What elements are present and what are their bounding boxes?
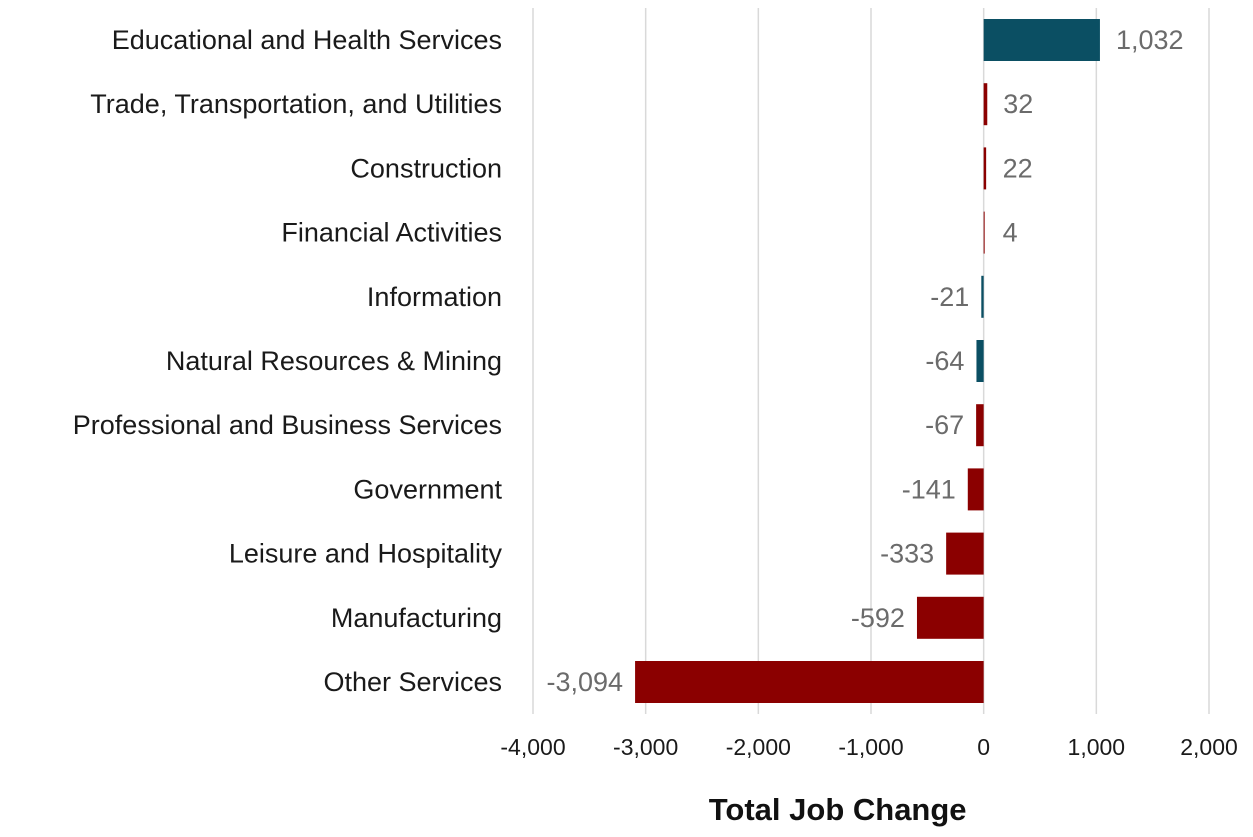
bar xyxy=(983,19,1100,61)
data-label: -64 xyxy=(925,346,964,376)
x-axis-ticks: -4,000 -3,000 -2,000 -1,000 0 1,000 2,000 xyxy=(500,734,1237,760)
data-label: -67 xyxy=(925,410,964,440)
category-label: Financial Activities xyxy=(281,218,502,248)
bar xyxy=(946,532,984,575)
bar xyxy=(983,211,985,254)
bar xyxy=(981,275,984,318)
x-tick-label: 2,000 xyxy=(1180,734,1238,760)
bar xyxy=(976,404,984,447)
x-tick-label: 1,000 xyxy=(1068,734,1126,760)
bar xyxy=(983,147,987,190)
data-label: -592 xyxy=(851,603,905,633)
category-label: Educational and Health Services xyxy=(112,25,502,55)
x-tick-label: -3,000 xyxy=(613,734,678,760)
bar xyxy=(976,340,984,382)
category-label: Government xyxy=(353,474,502,504)
category-label: Information xyxy=(367,282,502,312)
data-label: -3,094 xyxy=(547,667,624,697)
category-label: Construction xyxy=(350,153,502,183)
data-label: 4 xyxy=(1003,218,1018,248)
bar xyxy=(967,468,984,511)
x-axis-title: Total Job Change xyxy=(709,792,967,827)
category-label: Leisure and Hospitality xyxy=(229,539,503,569)
data-label: 22 xyxy=(1003,153,1033,183)
category-label: Natural Resources & Mining xyxy=(166,346,502,376)
bars xyxy=(635,19,1100,703)
bar xyxy=(983,83,988,126)
bar xyxy=(635,661,984,703)
x-tick-label: 0 xyxy=(977,734,990,760)
x-tick-label: -4,000 xyxy=(500,734,565,760)
data-label: 1,032 xyxy=(1116,25,1184,55)
category-label: Manufacturing xyxy=(331,603,502,633)
category-label: Professional and Business Services xyxy=(73,410,502,440)
data-label: -333 xyxy=(880,539,934,569)
category-label: Trade, Transportation, and Utilities xyxy=(90,89,502,119)
data-label: -21 xyxy=(930,282,969,312)
x-tick-label: -1,000 xyxy=(838,734,903,760)
data-label: -141 xyxy=(902,474,956,504)
category-labels: Educational and Health Services Trade, Tr… xyxy=(73,25,503,697)
x-tick-label: -2,000 xyxy=(726,734,791,760)
bar xyxy=(916,596,984,639)
data-label: 32 xyxy=(1003,89,1033,119)
category-label: Other Services xyxy=(323,667,502,697)
data-labels: 1,032 32 22 4 -21 -64 -67 -141 -333 -592 -3,094 xyxy=(547,25,1184,697)
